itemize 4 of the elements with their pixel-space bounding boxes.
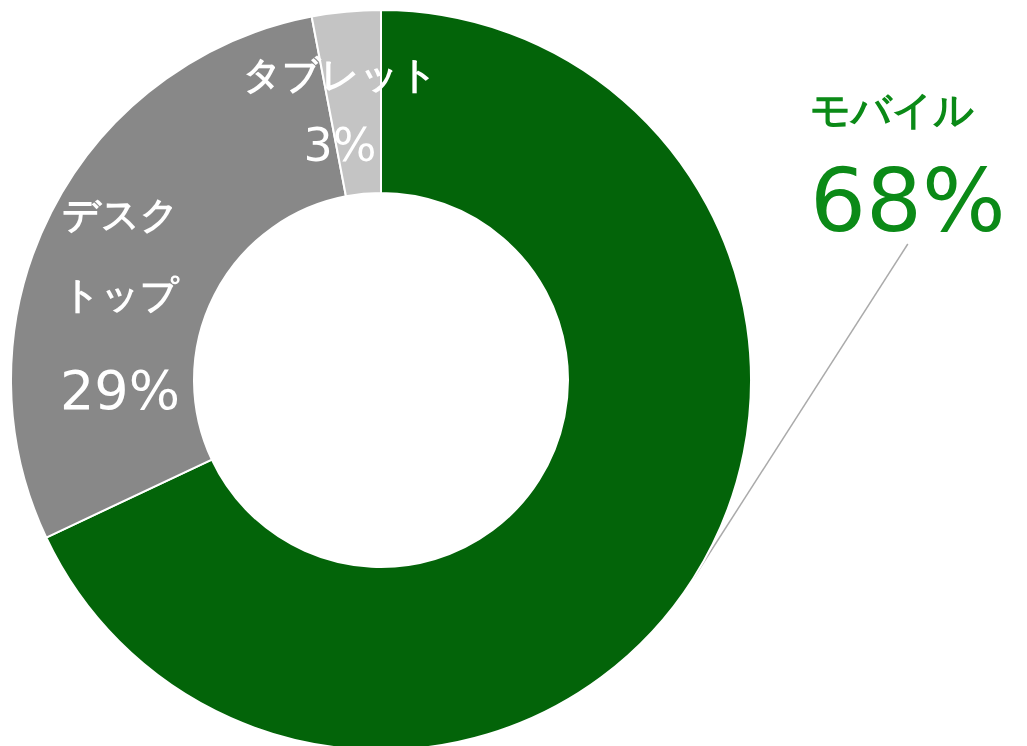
data-label: 29%: [59, 358, 181, 422]
data-label: 68%: [810, 148, 1006, 252]
slice-label: モバイル: [810, 87, 974, 133]
slice-label: デスクトップ: [61, 193, 180, 317]
